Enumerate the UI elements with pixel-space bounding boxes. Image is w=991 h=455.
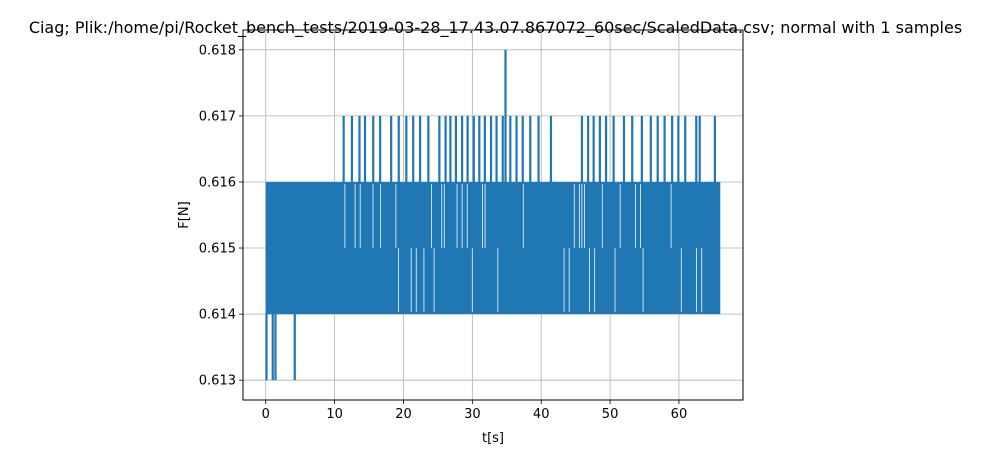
y-tick-label: 0.614 — [199, 308, 236, 323]
series-spike-high — [713, 115, 716, 183]
series-spike-high — [587, 115, 590, 183]
x-tick-label: 30 — [464, 407, 481, 422]
series-spike-high — [656, 115, 659, 183]
series-spike-high — [472, 115, 475, 183]
series-spike-high — [501, 115, 504, 183]
series-spike-high — [427, 115, 430, 183]
series-spike-high — [671, 115, 674, 183]
series-spike-high — [622, 115, 626, 183]
series-spike-high — [444, 115, 447, 183]
series-spike-high — [537, 115, 540, 183]
series-spike-high — [379, 115, 382, 183]
series-spike-high — [698, 115, 701, 183]
series-spike-high — [397, 115, 400, 183]
series-spike-high — [529, 115, 532, 183]
axes-ticks: 0 10 20 30 40 50 60 0.613 0.614 0.615 0.616 0.617 0.… — [199, 43, 687, 422]
series-spike-high — [695, 115, 698, 183]
series-spike-high — [342, 115, 345, 183]
series-spike-low — [274, 313, 277, 381]
x-tick-label: 50 — [602, 407, 619, 422]
series-spike-high — [663, 115, 666, 183]
series-spike-high — [461, 115, 464, 183]
series-spike-high — [684, 115, 687, 183]
series-spike-high — [631, 115, 634, 183]
series-spike-high — [454, 115, 458, 183]
x-tick-label: 0 — [262, 407, 270, 422]
series-spike-high — [515, 115, 518, 183]
x-tick-label: 20 — [395, 407, 412, 422]
series-spike-high — [418, 115, 422, 183]
series-band — [265, 181, 721, 315]
series-spike-high — [495, 115, 498, 183]
series-spike-high — [549, 115, 553, 183]
series-spike-high — [580, 115, 584, 183]
series-spike-high — [677, 115, 680, 183]
series-spike-low — [293, 313, 296, 381]
y-tick-label: 0.615 — [199, 242, 236, 257]
y-tick-label: 0.618 — [199, 43, 236, 58]
series-spike-high — [640, 115, 643, 183]
series-spike-high — [504, 49, 507, 183]
series-spike-high — [449, 115, 452, 183]
x-tick-label: 10 — [326, 407, 343, 422]
x-tick-label: 60 — [671, 407, 688, 422]
y-tick-label: 0.616 — [199, 175, 236, 190]
x-axis-label: t[s] — [482, 431, 504, 446]
series-spike-low — [271, 313, 274, 381]
plot-frame — [242, 29, 744, 401]
series-spike-high — [363, 115, 367, 183]
series-spike-high — [592, 115, 595, 183]
series-spike-high — [390, 115, 393, 183]
series-spike-high — [438, 115, 441, 183]
series-spike-high — [649, 115, 652, 183]
y-axis-label: F[N] — [177, 201, 192, 228]
series-spike-high — [598, 115, 601, 183]
series-spike-high — [350, 115, 354, 183]
series-spike-high — [478, 115, 481, 183]
series-spike-high — [612, 115, 615, 183]
series-spike-high — [405, 115, 408, 183]
y-tick-label: 0.617 — [199, 109, 236, 124]
data-series — [265, 49, 721, 381]
series-spike-high — [412, 115, 415, 183]
series-spike-high — [466, 115, 469, 183]
x-tick-label: 40 — [533, 407, 550, 422]
series-spike-high — [509, 115, 512, 183]
series-spike-low — [265, 313, 268, 381]
y-tick-label: 0.613 — [199, 374, 236, 389]
series-spike-high — [358, 115, 361, 183]
series-spike-high — [489, 115, 493, 183]
series-spike-high — [372, 115, 375, 183]
series-spike-high — [521, 115, 524, 183]
series-spike-high — [483, 115, 486, 183]
chart-title: Ciag; Plik:/home/pi/Rocket_bench_tests/2… — [28, 18, 963, 37]
series-spike-high — [604, 115, 608, 183]
